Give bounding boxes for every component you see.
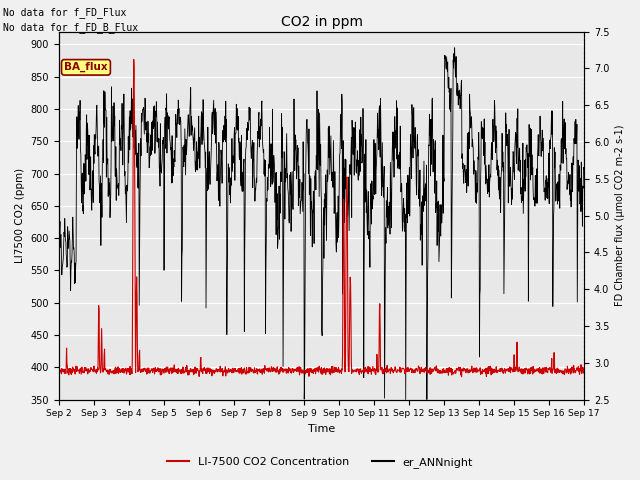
Legend: LI-7500 CO2 Concentration, er_ANNnight: LI-7500 CO2 Concentration, er_ANNnight xyxy=(163,452,477,472)
Text: No data for f_FD_Flux: No data for f_FD_Flux xyxy=(3,7,127,18)
Y-axis label: FD Chamber flux (μmol CO2 m-2 s-1): FD Chamber flux (μmol CO2 m-2 s-1) xyxy=(615,125,625,306)
Text: No data for f_FD_B_Flux: No data for f_FD_B_Flux xyxy=(3,22,138,33)
Text: BA_flux: BA_flux xyxy=(64,62,108,72)
Y-axis label: LI7500 CO2 (ppm): LI7500 CO2 (ppm) xyxy=(15,168,25,263)
Title: CO2 in ppm: CO2 in ppm xyxy=(280,15,363,29)
X-axis label: Time: Time xyxy=(308,424,335,434)
